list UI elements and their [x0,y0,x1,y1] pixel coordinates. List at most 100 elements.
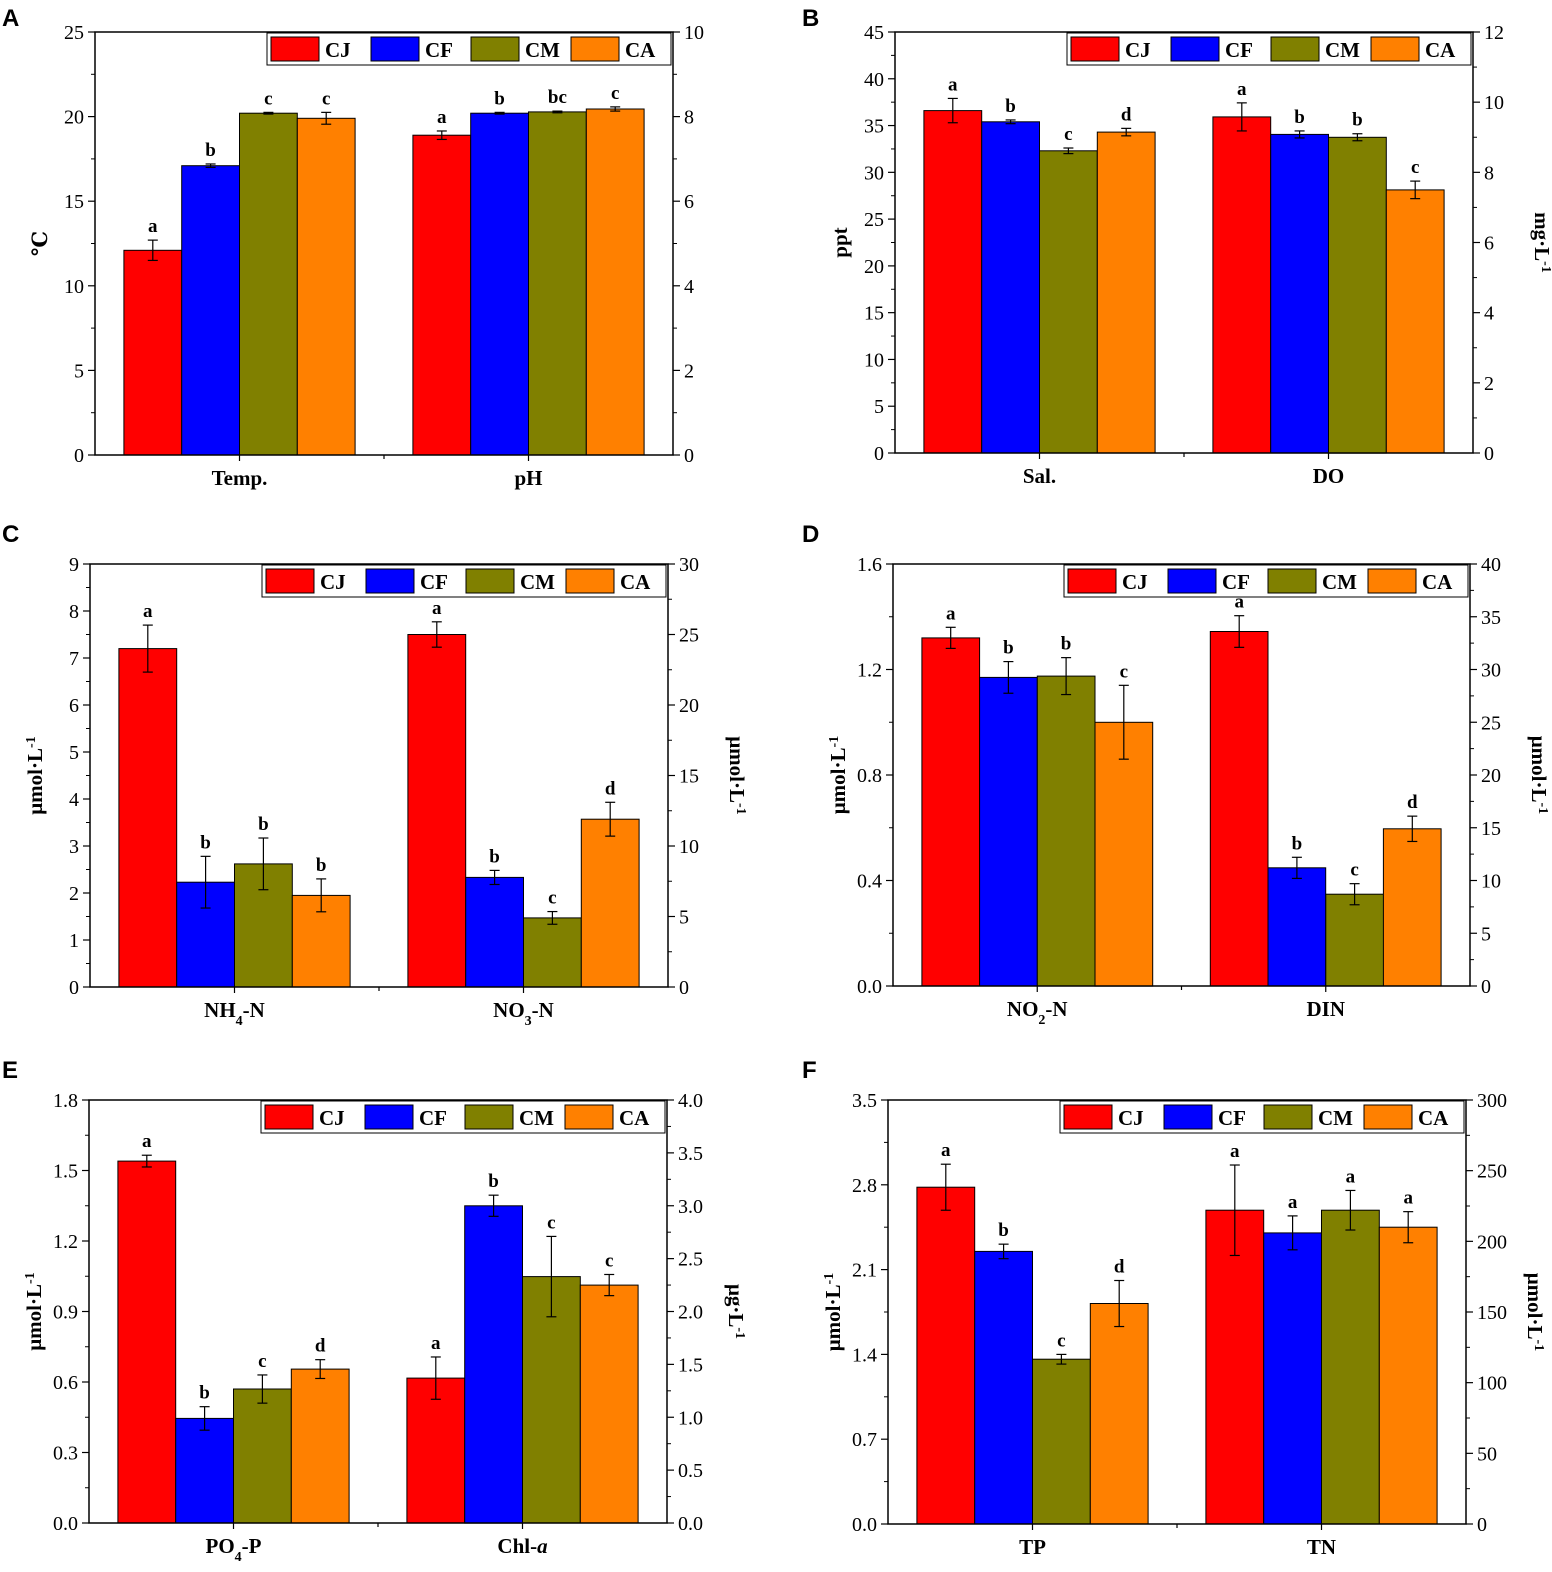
legend-label-cf: CF [425,38,453,62]
bar-tp-cj [917,1187,975,1524]
y-right-tick-label: 1.0 [678,1407,703,1429]
y-right-tick-label: 30 [1481,660,1501,682]
bar-temp-cf [182,166,240,455]
y-left-tick-label: 3.5 [852,1090,877,1112]
y-right-axis-title-sup: -1 [1536,803,1551,815]
significance-label: b [494,88,505,109]
category-label: pH [514,466,542,490]
legend-swatch-cm [466,569,514,593]
category-label: NH4-N [204,998,265,1029]
significance-label: a [1288,1192,1298,1213]
significance-label: c [1057,1330,1065,1351]
significance-label: c [1064,124,1072,145]
y-right-tick-label: 300 [1477,1090,1507,1112]
legend-label-cm: CM [1318,1106,1353,1130]
legend-swatch-cf [371,37,419,61]
y-right-axis-title-sup: -1 [1532,1340,1547,1352]
legend-label-cf: CF [1225,38,1253,62]
bar-no-cf [466,877,524,987]
y-left-tick-label: 40 [864,69,884,91]
y-right-tick-label: 10 [1484,92,1504,114]
category-label-suffix: -N [1045,997,1067,1021]
legend-swatch-cm [1264,1105,1312,1129]
y-left-tick-label: 25 [64,22,84,44]
significance-label: a [431,1333,441,1354]
significance-label: b [489,846,500,867]
y-right-tick-label: 2 [684,360,694,382]
bar-tp-ca [1090,1304,1148,1525]
legend-label-cf: CF [1218,1106,1246,1130]
y-right-axis-title-sup: -1 [733,1327,748,1339]
significance-label: b [1003,638,1014,659]
y-right-tick-label: 10 [684,22,704,44]
y-right-tick-label: 12 [1484,22,1504,44]
y-right-tick-label: 150 [1477,1302,1507,1324]
bar-tn-cm [1322,1210,1380,1524]
significance-label: a [1403,1188,1413,1209]
y-left-tick-label: 2.1 [852,1260,877,1282]
y-left-axis-title: ℃ [28,231,52,256]
significance-label: bc [548,87,567,108]
category-label-main: DIN [1306,997,1345,1021]
bar-no-cj [922,638,980,986]
bar-sal-cj [924,111,982,453]
significance-label: b [998,1220,1009,1241]
legend-label-cm: CM [525,38,560,62]
significance-label: c [1350,860,1358,881]
y-left-tick-label: 3 [69,836,79,858]
panel-letter: E [2,1057,18,1084]
legend-swatch-cf [366,569,414,593]
y-left-tick-label: 8 [69,601,79,623]
y-right-tick-label: 2.0 [678,1302,703,1324]
y-left-tick-label: 0.6 [53,1372,78,1394]
y-left-axis-title-main: μmol·L [23,748,47,815]
y-right-tick-label: 15 [1481,818,1501,840]
category-label-main: DO [1313,464,1345,488]
y-left-axis-title: μmol·L-1 [821,1273,845,1351]
bar-ph-cf [471,113,529,455]
y-right-tick-label: 8 [1484,162,1494,184]
bar-no-ca [581,819,639,987]
y-right-tick-label: 0 [684,445,694,467]
legend-swatch-cj [1068,569,1116,593]
bar-temp-cm [240,113,298,455]
category-label: Temp. [212,466,268,490]
bar-din-cj [1210,632,1268,987]
y-right-axis-title: μmol·L-1 [1523,1273,1547,1351]
category-label: Sal. [1023,464,1056,488]
category-label-main: PO [206,1534,235,1558]
significance-label: a [142,1131,152,1152]
category-label-subscript: 4 [236,1014,243,1029]
legend-swatch-cf [365,1105,413,1129]
y-left-tick-label: 0.3 [53,1443,78,1465]
legend-label-cm: CM [1322,570,1357,594]
y-right-tick-label: 4.0 [678,1090,703,1112]
y-left-tick-label: 15 [864,303,884,325]
y-left-tick-label: 20 [64,107,84,129]
significance-label: b [1352,110,1363,131]
category-label-main: pH [514,466,542,490]
bar-po-cf [176,1418,234,1523]
category-label-main: Sal. [1023,464,1056,488]
bar-do-cm [1329,137,1387,453]
significance-label: c [548,888,556,909]
y-left-tick-label: 5 [74,360,84,382]
y-left-tick-label: 0.8 [857,765,882,787]
y-left-axis-title: μmol·L-1 [826,736,850,814]
legend-swatch-ca [566,569,614,593]
bar-po-cm [234,1389,292,1523]
significance-label: b [1005,96,1016,117]
category-label: NO3-N [493,998,554,1029]
y-left-tick-label: 10 [64,276,84,298]
significance-label: a [946,603,956,624]
bar-tn-cj [1206,1210,1264,1524]
y-left-tick-label: 1.4 [852,1344,877,1366]
panel-letter: A [2,5,19,32]
y-right-tick-label: 0 [1484,443,1494,465]
y-right-axis-title: μmol·L-1 [1527,736,1551,814]
significance-label: c [1120,661,1128,682]
y-right-tick-label: 0.0 [678,1513,703,1535]
significance-label: d [605,778,616,799]
